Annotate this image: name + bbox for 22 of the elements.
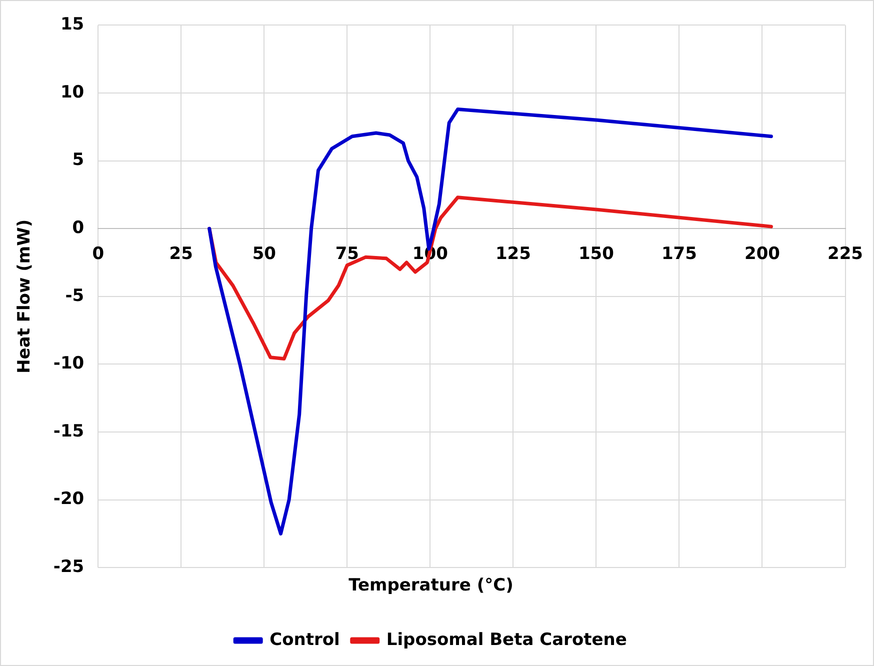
x-tick-label: 125 <box>495 244 531 264</box>
x-tick-label: 50 <box>252 244 276 264</box>
y-tick-label: 10 <box>60 82 84 102</box>
y-tick-label: 0 <box>72 218 84 238</box>
x-tick-label: 225 <box>828 244 864 264</box>
y-tick-label: -15 <box>53 421 84 442</box>
y-axis-title: Heat Flow (mW) <box>14 219 35 374</box>
x-tick-label: 25 <box>169 244 193 264</box>
x-tick-label: 75 <box>335 244 359 264</box>
x-tick-label: 0 <box>92 244 104 264</box>
y-tick-label: -5 <box>65 286 84 306</box>
legend-label: Control <box>270 630 340 650</box>
x-axis-title: Temperature (°C) <box>348 576 514 596</box>
y-tick-label: -20 <box>53 489 84 510</box>
y-tick-label: -25 <box>53 557 84 578</box>
x-tick-label: 175 <box>661 244 697 264</box>
legend-label: Liposomal Beta Carotene <box>386 630 627 650</box>
x-tick-label: 200 <box>744 244 780 264</box>
x-tick-label: 150 <box>578 244 614 264</box>
y-tick-label: 15 <box>60 14 84 35</box>
y-tick-label: 5 <box>72 150 84 170</box>
y-tick-label: -10 <box>53 354 84 374</box>
